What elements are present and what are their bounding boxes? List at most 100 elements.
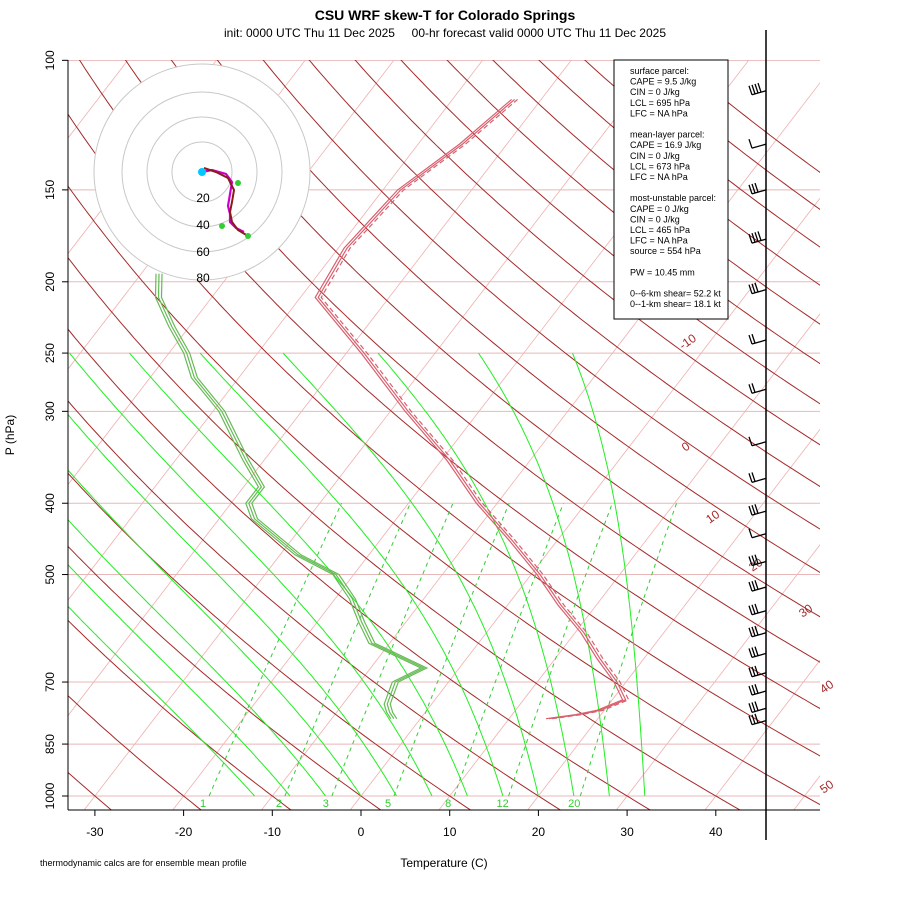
y-tick-label: 150 [43, 180, 57, 200]
barb-feather [748, 703, 753, 713]
barb-feather [748, 715, 753, 725]
moist-adiabat-line [68, 413, 397, 797]
barb-feather [757, 82, 762, 93]
hodograph-ring [121, 91, 283, 253]
wind-barb [748, 684, 767, 696]
barb-feather [748, 233, 753, 244]
wind-barb [748, 333, 767, 345]
dewpoint-trace [154, 273, 423, 720]
barb-feather [751, 580, 756, 591]
y-tick-label: 200 [43, 271, 57, 291]
barb-feather [754, 580, 759, 590]
hodograph-point [235, 180, 241, 186]
mixing-ratio-label: 12 [496, 798, 508, 810]
isotherm-line [527, 428, 820, 810]
x-tick-label: 10 [443, 825, 457, 839]
barb-feather [751, 555, 756, 565]
moist-adiabat-line [129, 352, 468, 797]
parcel-stat-line: CAPE = 9.5 J/kg [630, 77, 696, 87]
barb-feather [748, 528, 753, 538]
mixing-ratio-line [453, 503, 564, 797]
hodograph-ring-label: 20 [196, 191, 210, 205]
parcel-stat-line: LFC = NA hPa [630, 236, 688, 246]
parcel-stat-line: CIN = 0 J/kg [630, 151, 680, 161]
hodograph-surface-point [198, 168, 206, 176]
barb-feather [748, 505, 753, 516]
wind-barbs [748, 82, 767, 726]
barb-shaft [751, 632, 767, 638]
moist-adiabat-lines [68, 352, 646, 797]
hodograph-inset: 20 40 60 80 [93, 63, 311, 285]
barb-shaft [751, 652, 767, 659]
temperature-trace [314, 98, 624, 720]
mixing-ratio-line [208, 502, 343, 797]
parcel-stat-line: PW = 10.45 mm [630, 267, 695, 277]
dry-adiabat-line [216, 60, 820, 574]
barb-feather [754, 603, 759, 614]
barb-feather [754, 701, 759, 711]
y-tick-label: 100 [43, 50, 57, 70]
dry-adiabat-line [68, 545, 382, 810]
mixing-ratio-labels: 1 2 3 5 8 12 20 [200, 798, 580, 810]
barb-shaft [751, 707, 767, 713]
dry-adiabat-line [400, 60, 820, 405]
hodograph-ring-label: 60 [196, 245, 210, 259]
barb-feather [748, 581, 753, 592]
hodograph-trace [201, 168, 245, 233]
moist-adiabat-line [572, 352, 646, 797]
hodograph-ring [171, 141, 233, 203]
barb-shaft [751, 720, 767, 726]
isotherm-line [68, 60, 484, 601]
hodograph-ring-label: 40 [196, 218, 210, 232]
wind-barb [748, 436, 767, 447]
barb-feather [748, 556, 753, 566]
wind-barb [748, 472, 767, 483]
barb-feather [748, 334, 753, 345]
isotherm-line [261, 82, 820, 810]
barb-feather [751, 183, 756, 194]
isotherm-line [349, 197, 820, 810]
barb-feather [754, 554, 759, 564]
y-tick-label: 400 [43, 493, 57, 513]
barb-shaft [751, 238, 767, 244]
barb-shaft [751, 610, 767, 616]
wind-barb [748, 138, 767, 149]
barb-feather [754, 625, 759, 636]
barb-feather [751, 472, 756, 482]
parcel-stat-line: 0--6-km shear= 52.2 kt [630, 289, 721, 299]
barb-feather [754, 282, 759, 293]
mixing-ratio-label: 5 [385, 798, 391, 810]
mixing-ratio-label: 20 [568, 798, 580, 810]
mixing-ratio-line [393, 503, 510, 797]
wind-barb [748, 231, 767, 244]
dry-adiabat-line [629, 60, 820, 211]
parcel-stat-line: LFC = NA hPa [630, 108, 688, 118]
parcel-stat-line: CAPE = 16.9 J/kg [630, 140, 701, 150]
barb-feather [751, 505, 756, 515]
barb-feather [751, 626, 756, 637]
barb-shaft [751, 388, 767, 394]
parcel-stat-line: LCL = 465 hPa [630, 225, 690, 235]
x-tick-label: -10 [264, 825, 282, 839]
moist-adiabat-line [68, 519, 326, 797]
wind-barb [748, 603, 767, 616]
x-axis-ticks: -30 -20 -10 0 10 20 30 40 [86, 810, 723, 839]
isotherm-line [704, 659, 820, 810]
wind-barb [748, 665, 767, 678]
x-tick-label: 30 [620, 825, 634, 839]
sounding-profiles [154, 98, 630, 720]
y-axis-ticks: 100 150 200 250 300 400 500 700 850 1000 [43, 50, 68, 809]
parcel-stat-line: most-unstable parcel: [630, 193, 716, 203]
mixing-ratio-lines [208, 502, 678, 797]
x-tick-label: -20 [175, 825, 193, 839]
wind-barb [748, 580, 767, 592]
barb-feather [748, 138, 753, 149]
barb-feather [751, 714, 756, 724]
barb-feather [751, 84, 756, 95]
y-tick-label: 850 [43, 734, 57, 754]
barb-feather [751, 604, 756, 615]
y-tick-label: 250 [43, 343, 57, 363]
barb-feather [751, 647, 756, 657]
barb-feather [757, 231, 762, 241]
